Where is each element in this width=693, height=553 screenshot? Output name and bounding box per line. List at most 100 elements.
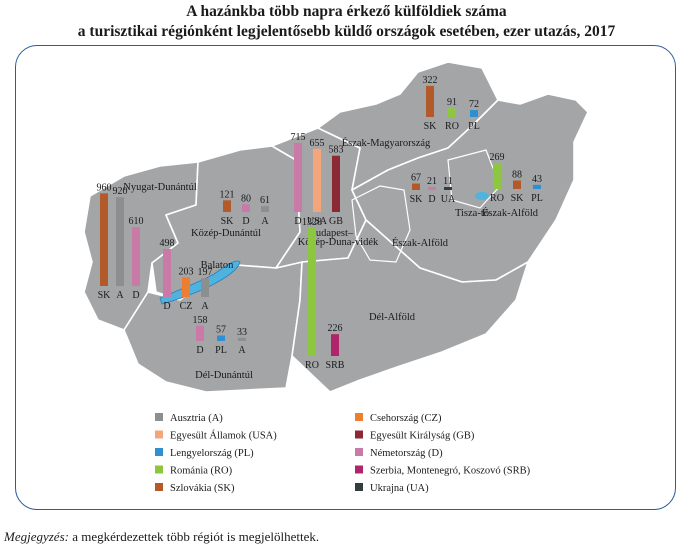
bar-group: 121 SK 80 D 61 A [220,189,271,227]
bar-value-label: 583 [329,145,344,156]
bar [261,206,269,212]
bar-value-label: 226 [328,323,343,334]
region-label-budapest-part-1: Budapest– [309,228,354,239]
bar [513,180,521,189]
legend-swatch [355,483,363,491]
bar [448,108,456,117]
bar-category-label: SK [424,121,438,132]
bar [238,337,246,341]
legend-item: Csehország (CZ) [355,413,442,424]
bar-group: 322 SK 91 RO 72 PL [423,75,480,132]
title-line-2: a turisztikai régiónként legjelentősebb … [77,23,616,40]
bar [533,184,541,189]
legend-label: Lengyelország (PL) [170,448,254,459]
legend-item: Egyesült Államok (USA) [155,430,277,442]
bar-category-label: USA [307,216,328,227]
legend-label: Szerbia, Montenegró, Koszovó (SRB) [370,466,531,477]
bar-value-label: 158 [193,315,208,326]
bar-category-label: SK [98,290,112,301]
region-label: Dél-Dunántúl [195,370,253,381]
bar-group: 960 SK 920 A 610 D [97,182,144,301]
bar-value-label: 80 [241,193,251,204]
bar-value-label: 88 [512,170,522,181]
bar-value-label: 43 [532,174,542,185]
bar-category-label: PL [468,121,480,132]
legend-label: Egyesült Királyság (GB) [370,431,475,442]
lake-balaton [159,260,241,305]
bar-category-label: A [201,301,209,312]
bar-value-label: 67 [411,173,421,184]
bar [132,227,140,286]
bar-category-label: SRB [326,360,345,371]
bar-category-label: CZ [180,301,193,312]
bar-category-label: PL [531,193,543,204]
legend-swatch [155,483,163,491]
bar-category-label: D [163,301,170,312]
legend-label: Szlovákia (SK) [170,483,235,494]
legend-swatch [155,448,163,456]
region-label: Dél-Alföld [369,312,416,323]
bar [242,204,250,212]
legend-swatch [355,430,363,439]
bar-value-label: 960 [97,182,112,193]
bar-value-label: 72 [469,99,479,110]
bar-value-label: 269 [490,152,505,163]
map-inner-border-north [351,185,411,263]
bar [294,143,302,212]
bar-category-label: UA [441,194,456,205]
region-label-budapest-part-2: Közép-Duna-vidék [298,237,379,248]
bar-group: 1328 RO 226 SRB [302,217,345,371]
bar-value-label: 61 [260,195,270,206]
bar-value-label: 197 [198,267,213,278]
legend-label: Németország (D) [370,448,443,459]
bar [196,325,204,341]
bar [217,335,225,341]
legend-item: Egyesült Királyság (GB) [355,430,475,442]
bar-category-label: SK [410,194,424,205]
bar-group: 269 RO 88 SK 43 PL [490,152,543,204]
bar-value-label: 21 [427,176,437,187]
bar-value-label: 91 [447,97,457,108]
region-label: Tisza-tó [455,208,489,219]
bar-value-label: 1328 [302,217,322,228]
region-labels: Nyugat-Dunántúl Közép-Dunántúl Balaton Dél-… [123,137,538,381]
legend-item: Szlovákia (SK) [155,483,235,494]
legend-swatch [155,430,163,439]
bar-group: 498 D 203 CZ 197 A [160,238,213,312]
bar-value-label: 11 [443,176,453,187]
bar-value-label: 322 [423,75,438,86]
lake-tisza [475,192,489,200]
region-label-extra: Észak-Alföld [392,237,449,249]
map-region-south-great-plain [291,219,529,393]
bar-group: 715 D 655 USA 583 GB [291,132,344,227]
legend-label: Románia (RO) [170,466,233,477]
legend: Ausztria (A) Csehország (CZ) Egyesült Álla… [155,413,531,494]
bar-group: 158 D 57 PL 33 A [193,315,248,356]
chart-title: A hazánkba több napra érkező külföldiek … [0,2,693,42]
bar-category-label: SK [511,193,525,204]
bar-groups: 960SK920A610D121SK80D61A498D203CZ197A158… [97,75,543,371]
footnote: Megjegyzés: a megkérdezettek több régiót… [4,529,319,545]
bar-category-label: RO [305,360,319,371]
bar-category-label: D [196,345,203,356]
bar [444,187,452,190]
bar-category-label: SK [221,216,235,227]
legend-item: Románia (RO) [155,465,233,477]
footnote-text: a megkérdezettek több régiót is megjelöl… [68,529,320,544]
legend-label: Csehország (CZ) [370,413,442,424]
bar [313,148,321,212]
bar [426,85,434,117]
bar-value-label: 57 [216,324,226,335]
bar-category-label: RO [490,193,504,204]
bar-value-label: 203 [179,266,194,277]
bar [332,155,340,212]
legend-swatch [155,413,163,421]
title-line-1: A hazánkba több napra érkező külföldiek … [186,3,507,20]
bar [100,193,108,286]
bar-category-label: PL [215,345,227,356]
region-label: Észak-Magyarország [342,137,431,149]
bar [182,277,190,297]
legend-label: Egyesült Államok (USA) [170,430,277,442]
bar-value-label: 920 [113,186,128,197]
